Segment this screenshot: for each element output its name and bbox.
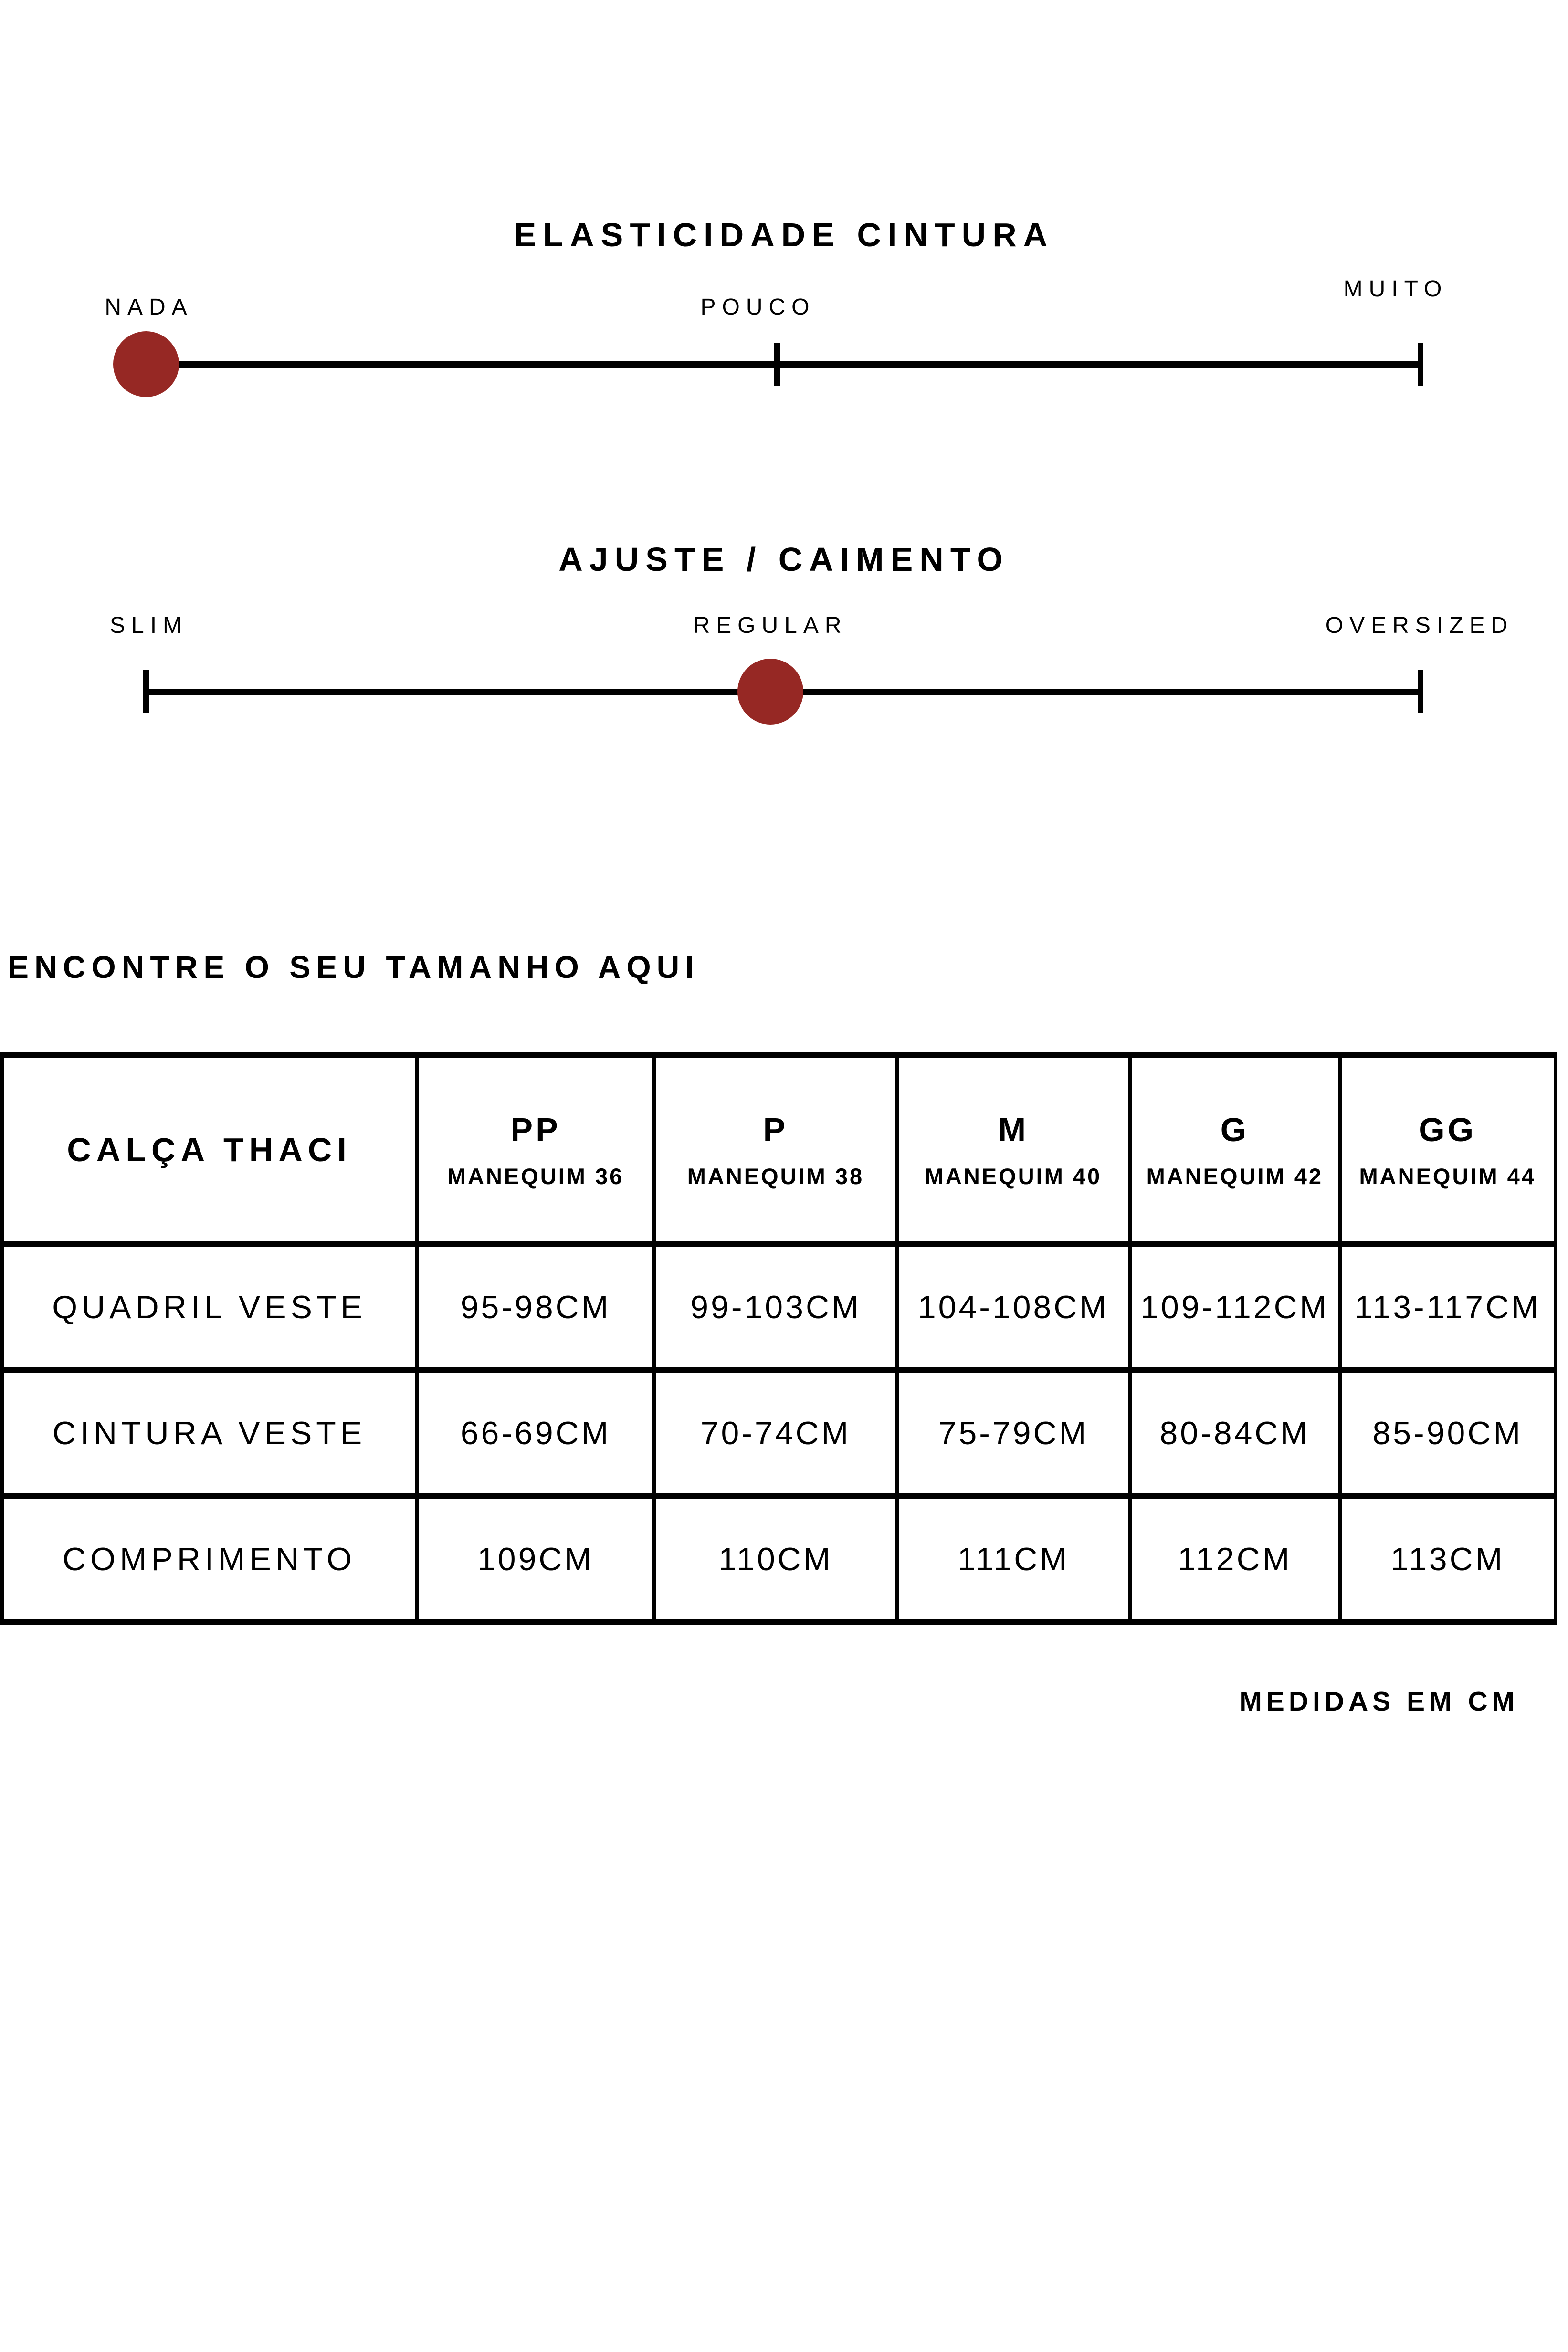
units-footnote: MEDIDAS EM CM <box>1239 1686 1519 1717</box>
table-row-length: COMPRIMENTO 109CM 110CM 111CM 112CM 113C… <box>0 1493 1558 1625</box>
value-cell: 99-103CM <box>652 1241 899 1373</box>
slider-dot-indicator <box>113 331 179 397</box>
value-cell: 85-90CM <box>1337 1367 1558 1499</box>
size-table: CALÇA THACI PP MANEQUIM 36 P MANEQUIM 38… <box>0 1052 1558 1625</box>
waist-elasticity-title: ELASTICIDADE CINTURA <box>514 216 1054 253</box>
size-column-header-p: P MANEQUIM 38 <box>652 1052 899 1247</box>
size-guide-heading: ENCONTRE O SEU TAMANHO AQUI <box>8 949 700 985</box>
value-cell: 80-84CM <box>1128 1367 1342 1499</box>
slider-dot-indicator <box>737 659 803 724</box>
size-column-header-g: G MANEQUIM 42 <box>1128 1052 1342 1247</box>
mannequin-label: MANEQUIM 40 <box>925 1163 1102 1189</box>
value-cell: 113-117CM <box>1337 1241 1558 1373</box>
value-cell: 110CM <box>652 1493 899 1625</box>
slider-label-slim: SLIM <box>109 613 189 638</box>
slider-tick-middle <box>774 343 780 386</box>
table-header-row: CALÇA THACI PP MANEQUIM 36 P MANEQUIM 38… <box>0 1052 1558 1247</box>
size-code: PP <box>510 1111 561 1148</box>
slider-label-pouco: POUCO <box>700 294 816 320</box>
slider-label-nada: NADA <box>105 294 193 320</box>
size-code: GG <box>1419 1111 1477 1148</box>
value-cell: 109-112CM <box>1128 1241 1342 1373</box>
size-code: M <box>998 1111 1029 1148</box>
value-cell: 75-79CM <box>894 1367 1132 1499</box>
mannequin-label: MANEQUIM 42 <box>1146 1163 1324 1189</box>
slider-label-muito: MUITO <box>1343 276 1448 302</box>
size-column-header-gg: GG MANEQUIM 44 <box>1337 1052 1558 1247</box>
slider-tick-start <box>143 670 149 713</box>
row-label-cell: COMPRIMENTO <box>0 1493 419 1625</box>
size-column-header-pp: PP MANEQUIM 36 <box>415 1052 657 1247</box>
slider-track <box>146 361 1421 368</box>
mannequin-label: MANEQUIM 38 <box>687 1163 864 1189</box>
fit-title: AJUSTE / CAIMENTO <box>558 541 1010 578</box>
value-cell: 95-98CM <box>415 1241 657 1373</box>
slider-label-oversized: OVERSIZED <box>1325 613 1514 638</box>
value-cell: 113CM <box>1337 1493 1558 1625</box>
size-code: P <box>763 1111 789 1148</box>
value-cell: 112CM <box>1128 1493 1342 1625</box>
slider-label-regular: REGULAR <box>693 613 848 638</box>
slider-tick-end <box>1418 670 1423 713</box>
table-row-waist: CINTURA VESTE 66-69CM 70-74CM 75-79CM 80… <box>0 1367 1558 1499</box>
row-label-cell: QUADRIL VESTE <box>0 1241 419 1373</box>
value-cell: 66-69CM <box>415 1367 657 1499</box>
value-cell: 104-108CM <box>894 1241 1132 1373</box>
value-cell: 70-74CM <box>652 1367 899 1499</box>
value-cell: 111CM <box>894 1493 1132 1625</box>
size-code: G <box>1220 1111 1250 1148</box>
table-row-hip: QUADRIL VESTE 95-98CM 99-103CM 104-108CM… <box>0 1241 1558 1373</box>
value-cell: 109CM <box>415 1493 657 1625</box>
product-name-cell: CALÇA THACI <box>0 1052 419 1247</box>
mannequin-label: MANEQUIM 36 <box>447 1163 624 1189</box>
product-name: CALÇA THACI <box>67 1131 352 1168</box>
size-column-header-m: M MANEQUIM 40 <box>894 1052 1132 1247</box>
row-label-cell: CINTURA VESTE <box>0 1367 419 1499</box>
mannequin-label: MANEQUIM 44 <box>1359 1163 1536 1189</box>
slider-tick-end <box>1418 343 1423 386</box>
